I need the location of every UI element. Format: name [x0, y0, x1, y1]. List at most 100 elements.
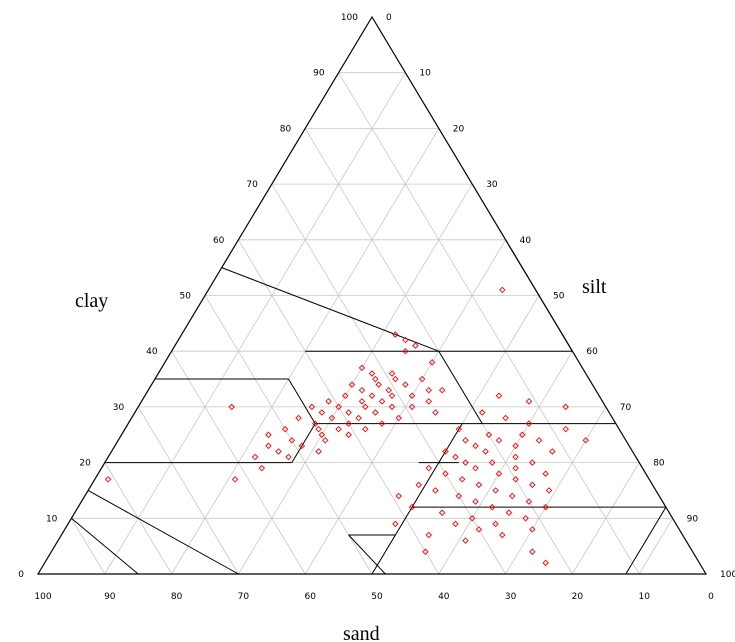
- grid-line-sand-70: [137, 406, 239, 575]
- sample-point: [438, 386, 446, 394]
- sample-point: [482, 448, 489, 455]
- sample-point: [582, 437, 589, 444]
- sample-point: [425, 464, 433, 472]
- sand-tick-label: 90: [104, 592, 116, 602]
- sample-point: [535, 437, 543, 444]
- sample-point: [402, 381, 409, 388]
- sample-point: [428, 359, 436, 366]
- sample-points: [104, 286, 589, 567]
- silt-tick-label: 50: [553, 292, 565, 302]
- sample-point: [335, 425, 342, 433]
- silt-axis-label: silt: [582, 276, 607, 298]
- clay-tick-label: 90: [313, 69, 325, 79]
- sample-point: [542, 559, 549, 567]
- sample-point: [529, 526, 536, 533]
- silt-tick-label: 10: [419, 69, 431, 79]
- sample-point: [265, 431, 272, 438]
- sample-point: [562, 403, 569, 411]
- sample-point: [512, 476, 519, 483]
- class-boundary-15: [71, 517, 139, 575]
- clay-tick-label: 60: [213, 236, 225, 246]
- silt-tick-label: 60: [586, 347, 598, 357]
- class-boundary-0: [221, 267, 439, 352]
- sample-point: [402, 336, 409, 344]
- sand-tick-label: 40: [438, 592, 450, 602]
- sample-point: [388, 392, 396, 399]
- silt-tick-label: 80: [653, 459, 665, 469]
- sample-point: [328, 414, 336, 422]
- sample-point: [281, 425, 289, 433]
- grid-line-sand-50: [204, 295, 373, 575]
- sample-point: [529, 481, 536, 489]
- sample-point: [468, 515, 476, 522]
- silt-tick-label: 30: [486, 180, 498, 190]
- sand-tick-label: 0: [708, 592, 714, 602]
- sample-point: [315, 425, 322, 433]
- sample-point: [432, 409, 439, 416]
- sample-point: [318, 431, 326, 438]
- class-boundary-7: [291, 423, 316, 463]
- sample-point: [432, 487, 439, 494]
- sand-tick-label: 80: [171, 592, 183, 602]
- sample-point: [462, 537, 469, 544]
- sample-point: [519, 431, 526, 438]
- class-boundary-17: [348, 534, 386, 575]
- grid-line-silt-80: [572, 462, 640, 575]
- sample-point: [492, 487, 499, 494]
- silt-tick-label: 20: [453, 124, 465, 134]
- sample-point: [458, 476, 466, 483]
- clay-tick-label: 20: [79, 459, 91, 469]
- sample-point: [348, 381, 356, 388]
- sample-point: [492, 520, 499, 528]
- sample-point: [288, 437, 296, 444]
- sample-point: [378, 398, 386, 405]
- sample-point: [452, 520, 459, 528]
- sample-point: [522, 515, 529, 522]
- sample-point: [375, 381, 382, 388]
- sample-point: [408, 503, 416, 511]
- sample-point: [265, 442, 272, 450]
- sample-point: [475, 526, 483, 533]
- grid-line-silt-90: [638, 518, 673, 575]
- sample-point: [358, 364, 366, 372]
- grid-line-sand-30: [271, 183, 506, 575]
- sample-point: [395, 492, 402, 500]
- sand-tick-label: 70: [238, 592, 250, 602]
- sample-point: [425, 531, 433, 539]
- sample-point: [525, 420, 533, 427]
- clay-tick-label: 40: [146, 347, 158, 357]
- clay-tick-label: 80: [280, 124, 292, 134]
- class-boundary-10: [371, 506, 413, 575]
- sample-point: [342, 392, 349, 399]
- sample-point: [388, 403, 396, 411]
- sample-point: [392, 331, 399, 338]
- class-boundary-14: [87, 490, 239, 575]
- sample-point: [231, 476, 239, 483]
- sample-point: [529, 459, 536, 466]
- silt-tick-label: 90: [687, 514, 699, 524]
- sample-point: [322, 437, 329, 444]
- sample-point: [315, 448, 322, 455]
- silt-tick-label: 100: [720, 570, 735, 580]
- sand-tick-label: 100: [34, 592, 51, 602]
- sample-point: [395, 414, 402, 422]
- clay-tick-label: 0: [18, 570, 24, 580]
- sample-point: [489, 459, 496, 466]
- sample-point: [311, 420, 319, 427]
- class-boundary-3: [438, 350, 483, 424]
- sample-point: [388, 370, 396, 377]
- sample-point: [104, 476, 112, 483]
- sample-point: [529, 548, 536, 555]
- grid-lines: [71, 72, 673, 575]
- sample-point: [495, 437, 503, 444]
- sample-point: [345, 409, 352, 416]
- clay-tick-label: 100: [341, 13, 358, 23]
- sample-point: [475, 481, 483, 489]
- grid-line-silt-10: [104, 72, 406, 575]
- grid-line-silt-70: [505, 406, 607, 575]
- class-boundary-9: [411, 423, 463, 508]
- sample-point: [512, 464, 519, 472]
- silt-tick-label: 70: [620, 403, 632, 413]
- sample-point: [502, 414, 509, 422]
- sample-point: [478, 409, 486, 416]
